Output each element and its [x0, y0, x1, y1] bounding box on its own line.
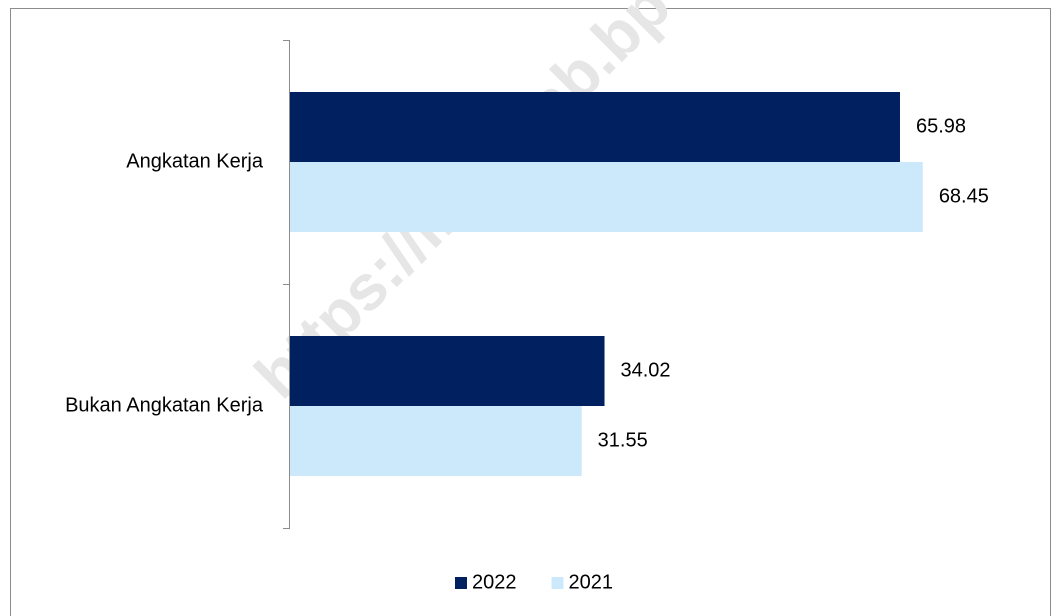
category-label: Angkatan Kerja: [126, 150, 264, 172]
legend-swatch: [455, 577, 467, 589]
data-label: 34.02: [621, 359, 671, 381]
data-label: 68.45: [939, 185, 989, 207]
legend-label: 2022: [472, 571, 517, 593]
legend-label: 2021: [569, 571, 614, 593]
bar: [290, 162, 923, 232]
data-label: 31.55: [598, 429, 648, 451]
category-axis: [283, 40, 290, 529]
legend-swatch: [551, 577, 564, 589]
bar: [290, 336, 605, 406]
bar: [290, 406, 582, 476]
data-label: 65.98: [916, 115, 966, 137]
bar: [290, 92, 900, 162]
category-label: Bukan Angkatan Kerja: [65, 394, 264, 416]
